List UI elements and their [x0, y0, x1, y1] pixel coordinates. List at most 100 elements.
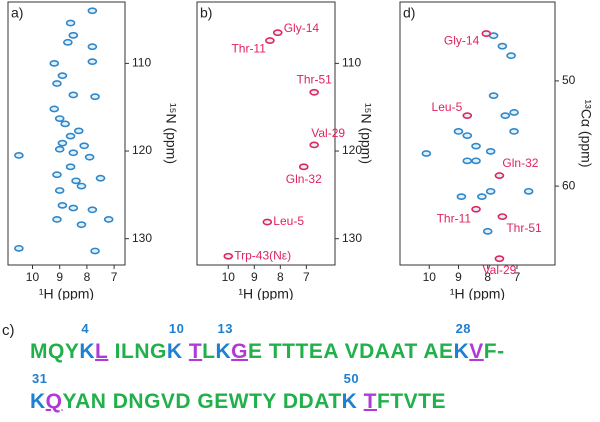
peak: [523, 187, 534, 195]
peak: [84, 153, 95, 161]
x-tick-label: 8: [84, 270, 91, 284]
residue-text: G: [231, 340, 249, 363]
y-tick-label: 130: [342, 231, 362, 245]
peak: [509, 109, 519, 116]
peak: [54, 187, 65, 194]
peak: [497, 213, 508, 221]
residue-text: FTVTE: [376, 390, 446, 413]
residue-text: E TTTEA VDAAT AE: [248, 340, 454, 363]
peak: [453, 127, 464, 135]
residue-number: 28: [455, 321, 472, 336]
peak: [509, 127, 519, 135]
residue-text: K: [166, 340, 189, 363]
peak: [497, 42, 508, 50]
peak-label: Thr-11: [231, 42, 266, 56]
y-tick-label: 120: [132, 143, 152, 157]
peak: [265, 37, 275, 44]
peak: [87, 206, 98, 214]
peak: [57, 139, 68, 147]
peak-label: Trp-43(Nε): [234, 248, 291, 262]
x-tick-label: 9: [251, 270, 258, 284]
peak: [68, 204, 79, 212]
panel-label: a): [11, 5, 23, 21]
peak: [68, 91, 79, 99]
panel-label: b): [200, 5, 212, 21]
peak-label: Leu-5: [273, 214, 304, 228]
peak: [494, 255, 505, 263]
peak: [68, 149, 79, 157]
peak: [103, 216, 114, 223]
peak: [462, 157, 473, 165]
residue: K 50: [342, 371, 364, 414]
peak: [500, 112, 511, 120]
x-tick-label: 7: [514, 270, 521, 284]
peak: [471, 142, 481, 150]
residue: E TTTEA VDAAT AE: [248, 340, 454, 364]
residue-text: YAN DNGVD GEWTY DDAT: [62, 390, 342, 413]
residue: Q: [46, 390, 63, 414]
peak: [87, 7, 98, 15]
peak: [309, 88, 319, 96]
peak: [462, 132, 473, 140]
peak: [65, 19, 76, 27]
peak: [65, 132, 76, 140]
peak: [477, 193, 487, 201]
peak-label: Thr-11: [437, 211, 472, 225]
residue: YAN DNGVD GEWTY DDAT: [63, 390, 342, 414]
peak-label: Gln-32: [286, 172, 322, 186]
peak: [421, 150, 432, 157]
residue-text: K: [215, 340, 232, 363]
residue-number: 4: [81, 321, 90, 336]
peak: [272, 29, 283, 37]
spectra: 10 9 8 7 110 120 130 ¹H (ppm) ¹⁵N (ppm) a) 10 9 8 7 11…: [7, 1, 594, 300]
residue-text: MQY: [30, 340, 80, 363]
y-axis-label: ¹⁵N (ppm): [358, 103, 374, 164]
residue-number: 10: [168, 321, 185, 336]
residue: L: [95, 340, 108, 364]
residue-text: T: [363, 390, 377, 413]
residue: L: [202, 340, 215, 364]
residue: FTVTE: [377, 390, 446, 414]
residue-text: V: [469, 340, 484, 363]
peak: [79, 142, 89, 150]
peak: [471, 157, 481, 165]
peak-label: Gly-14: [284, 21, 320, 35]
residue-text: T: [188, 340, 203, 363]
y-tick-label: 130: [132, 231, 152, 245]
peak: [90, 93, 100, 101]
x-tick-label: 7: [111, 270, 118, 284]
x-axis-label: ¹H (ppm): [238, 286, 293, 300]
residue-number: 31: [32, 371, 48, 386]
y-tick-label: 110: [132, 56, 151, 70]
y-axis-label: ¹³Cα (ppm): [578, 100, 594, 168]
residue: MQY: [30, 340, 79, 364]
peak: [65, 163, 76, 171]
peak: [14, 152, 24, 159]
peak-label: Thr-51: [506, 221, 542, 235]
panel-label: d): [403, 5, 415, 21]
residue: K 10: [166, 321, 189, 364]
residue-text: Q: [45, 390, 63, 413]
residue-number: 50: [343, 371, 360, 386]
sequence-line: K 31 QYAN DNGVD GEWTY DDATK 50 TFTVTE: [30, 371, 446, 414]
x-tick-label: 10: [26, 270, 40, 284]
peak: [57, 201, 68, 209]
residue: K 31: [30, 371, 47, 414]
peak: [309, 141, 319, 149]
residue-text: K: [30, 390, 46, 413]
peak: [471, 205, 481, 213]
x-axis-label: ¹H (ppm): [450, 286, 505, 300]
peak: [49, 59, 60, 67]
peak: [506, 52, 516, 60]
residue-text: K: [453, 340, 470, 363]
peak-label: Val-29: [311, 126, 345, 140]
peak: [14, 244, 24, 252]
plot-frame: [7, 1, 126, 266]
y-tick-label: 50: [562, 73, 576, 87]
residue: F-: [484, 340, 505, 364]
x-tick-label: 7: [303, 270, 310, 284]
peak: [52, 216, 62, 223]
peak: [494, 172, 505, 179]
residue-text: L: [202, 340, 216, 363]
